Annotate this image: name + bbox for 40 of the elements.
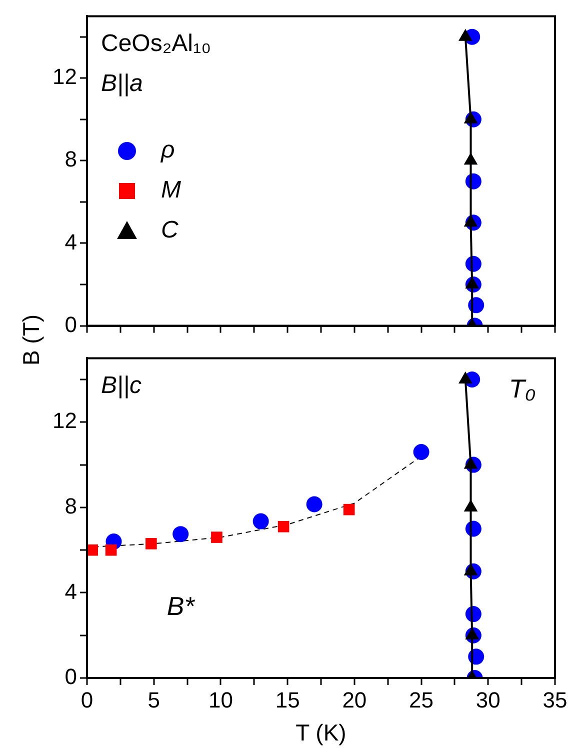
- point: [146, 538, 157, 550]
- point: [211, 532, 222, 543]
- x-tick-label: 15: [275, 687, 300, 712]
- point: [105, 544, 117, 556]
- x-axis-title: T (K): [296, 720, 346, 746]
- point: [413, 444, 430, 460]
- x-tick-label: 10: [208, 687, 233, 712]
- x-tick-label: 20: [342, 687, 367, 712]
- point: [343, 504, 355, 516]
- y-tick-label: 4: [64, 578, 77, 604]
- x-tick-label: 5: [148, 687, 160, 712]
- point: [458, 28, 472, 41]
- x-tick-label: 35: [542, 687, 568, 712]
- point: [464, 214, 478, 227]
- point: [465, 276, 480, 289]
- legend-label: ρ: [160, 136, 175, 164]
- annotation: B*: [166, 590, 196, 621]
- y-axis-title: B (T): [18, 314, 46, 366]
- point: [252, 513, 269, 530]
- x-tick-label: 30: [476, 687, 500, 712]
- y-tick-label: 8: [64, 494, 77, 519]
- y-tick-label: 8: [64, 146, 77, 172]
- point: [306, 496, 322, 512]
- point: [172, 526, 189, 542]
- annotation: B||c: [101, 372, 142, 399]
- annotation: T₀: [508, 373, 536, 404]
- y-tick-label: 4: [64, 229, 77, 254]
- y-tick-label: 0: [64, 312, 77, 337]
- y-tick-label: 12: [52, 408, 77, 434]
- x-tick-label: 25: [409, 687, 434, 712]
- text: CeOs₂Al₁₀: [101, 30, 212, 57]
- annotation: B||a: [101, 70, 143, 97]
- legend-label: M: [161, 176, 181, 204]
- y-tick-label: 0: [64, 664, 77, 690]
- point: [464, 111, 478, 124]
- x-tick-label: 0: [80, 687, 94, 712]
- y-tick-label: 12: [52, 64, 77, 90]
- point: [464, 152, 478, 165]
- legend-label: C: [161, 216, 179, 244]
- point: [278, 520, 290, 532]
